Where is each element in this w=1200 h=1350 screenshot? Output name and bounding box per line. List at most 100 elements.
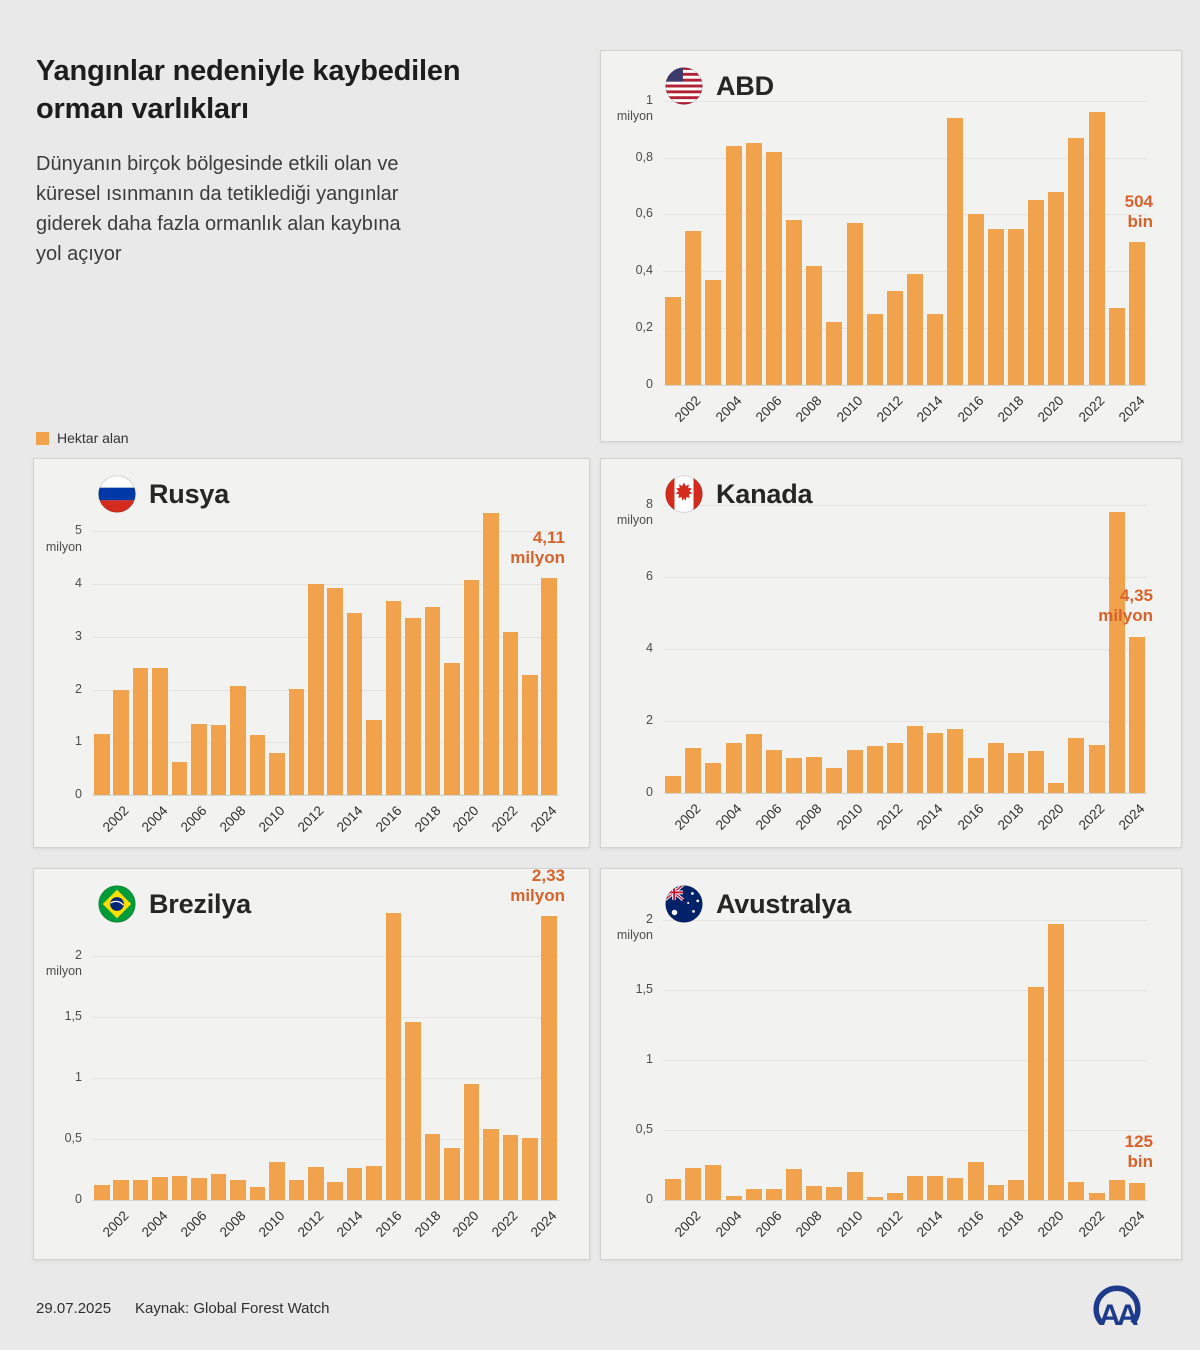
y-axis-label: 1,5	[635, 981, 653, 996]
aa-logo: AA	[1088, 1276, 1146, 1334]
bar-plot: 8 milyon 6 4 2 0 2002 2004 2006 2008 2010 2012 2014 2…	[617, 497, 1153, 833]
bar-2004	[725, 146, 742, 385]
y-axis-label: 4	[646, 641, 653, 656]
bar-2020	[463, 579, 480, 795]
x-axis-label-2018: 2018	[994, 393, 1027, 425]
x-axis-label-2010: 2010	[833, 1208, 866, 1240]
bar-2016	[385, 600, 402, 795]
gridline	[92, 689, 559, 691]
bar-2018	[1007, 228, 1024, 385]
x-axis-label-2022: 2022	[489, 1208, 521, 1240]
x-axis-label-2004: 2004	[712, 1208, 745, 1240]
x-axis-label-2002: 2002	[672, 393, 704, 425]
y-axis-label: 0	[646, 377, 653, 391]
legend: Hektar alan	[36, 430, 129, 446]
bar-2020	[1048, 924, 1065, 1200]
bar-2017	[987, 228, 1004, 385]
gridline	[92, 1077, 559, 1079]
bar-2012	[886, 291, 903, 385]
y-axis-label: 6	[646, 569, 653, 584]
x-axis-label-2020: 2020	[1035, 393, 1067, 425]
bar-2013	[327, 1181, 343, 1200]
bar-2024	[1128, 241, 1145, 385]
bar-2018	[1007, 1180, 1024, 1200]
bar-2016	[385, 913, 402, 1200]
y-axis-label: 1	[75, 734, 82, 749]
bar-2008	[806, 757, 823, 793]
x-axis-label-2012: 2012	[873, 393, 906, 425]
chart-panel-abd: ABD 1 milyon 0,8 0,6 0,4 0,2 0 2002 2004 2006 2008…	[600, 50, 1182, 442]
value-annotation: 2,33 milyon	[510, 865, 565, 905]
bar-2001	[93, 1185, 110, 1200]
gridline	[663, 649, 1147, 651]
bar-2008	[806, 265, 823, 385]
panel-header: Rusya	[98, 475, 229, 513]
bar-2019	[1028, 750, 1045, 793]
bar-2005	[745, 143, 762, 385]
bar-2001	[665, 775, 682, 793]
x-axis-label-2008: 2008	[216, 1208, 249, 1240]
bar-2017	[405, 618, 421, 795]
x-axis-label-2016: 2016	[372, 803, 405, 835]
bar-2013	[327, 587, 343, 795]
bar-2015	[366, 720, 382, 795]
panel-header: ABD	[665, 67, 774, 105]
bar-2009	[249, 735, 266, 795]
bar-2001	[665, 1179, 682, 1200]
bar-2019	[1028, 987, 1045, 1200]
bar-2024	[541, 578, 558, 795]
country-title: ABD	[716, 70, 774, 101]
gridline	[663, 505, 1147, 507]
x-axis-label-2010: 2010	[255, 803, 288, 835]
gridline	[92, 1016, 559, 1018]
brazil-flag-icon	[98, 885, 136, 923]
bar-2008	[230, 1180, 246, 1200]
x-axis-label-2004: 2004	[712, 801, 745, 833]
bar-plot: 2 milyon 1,5 1 0,5 0 2002 2004 2006 2008 2010 2012 2…	[617, 906, 1153, 1240]
footer-date: 29.07.2025	[36, 1300, 112, 1317]
x-axis-label-2018: 2018	[411, 803, 444, 835]
bar-2004	[152, 1176, 168, 1200]
panel-header: Avustralya	[665, 885, 851, 923]
gridline	[663, 214, 1147, 216]
bar-2001	[93, 734, 110, 795]
gridline	[663, 100, 1147, 102]
bar-2010	[846, 1172, 863, 1200]
bar-2010	[269, 1162, 285, 1200]
bar-2023	[1108, 512, 1125, 793]
gridline	[92, 1138, 559, 1140]
country-title: Avustralya	[716, 888, 852, 919]
bar-2013	[907, 725, 924, 793]
country-title: Brezilya	[149, 888, 251, 919]
x-axis-label-2014: 2014	[333, 1208, 366, 1240]
bar-2003	[705, 762, 722, 793]
gridline	[663, 385, 1147, 386]
us-flag-icon	[665, 67, 703, 105]
header-block: Yangınlar nedeniyle kaybedilen orman var…	[36, 52, 556, 269]
y-axis-label: 0,5	[635, 1122, 653, 1136]
x-axis-label-2014: 2014	[914, 1208, 946, 1240]
bar-2014	[927, 732, 944, 793]
bar-2012	[886, 1193, 903, 1200]
bar-2014	[346, 1168, 363, 1200]
gridline	[92, 795, 559, 796]
y-axis-label: 1	[75, 1069, 82, 1084]
y-axis-label: 0,8	[635, 149, 653, 164]
bar-2020	[1048, 191, 1065, 385]
x-axis-label-2008: 2008	[793, 801, 825, 833]
bar-2022	[502, 1135, 519, 1200]
bar-2024	[541, 915, 558, 1200]
y-axis-label: 1 milyon	[616, 92, 653, 123]
chart-panel-kanada: Kanada 8 milyon 6 4 2 0 2002 2004 2006 2008 2010 20…	[600, 458, 1182, 848]
bar-2008	[230, 685, 246, 795]
y-axis-label: 2 milyon	[616, 912, 653, 943]
bar-2007	[786, 1169, 803, 1200]
x-axis-label-2014: 2014	[914, 393, 946, 425]
bar-2015	[947, 1177, 964, 1200]
bar-2012	[886, 743, 903, 793]
bar-2017	[405, 1021, 421, 1200]
x-axis-label-2002: 2002	[99, 1208, 132, 1240]
russia-flag-icon	[98, 475, 136, 513]
gridline	[663, 328, 1147, 330]
